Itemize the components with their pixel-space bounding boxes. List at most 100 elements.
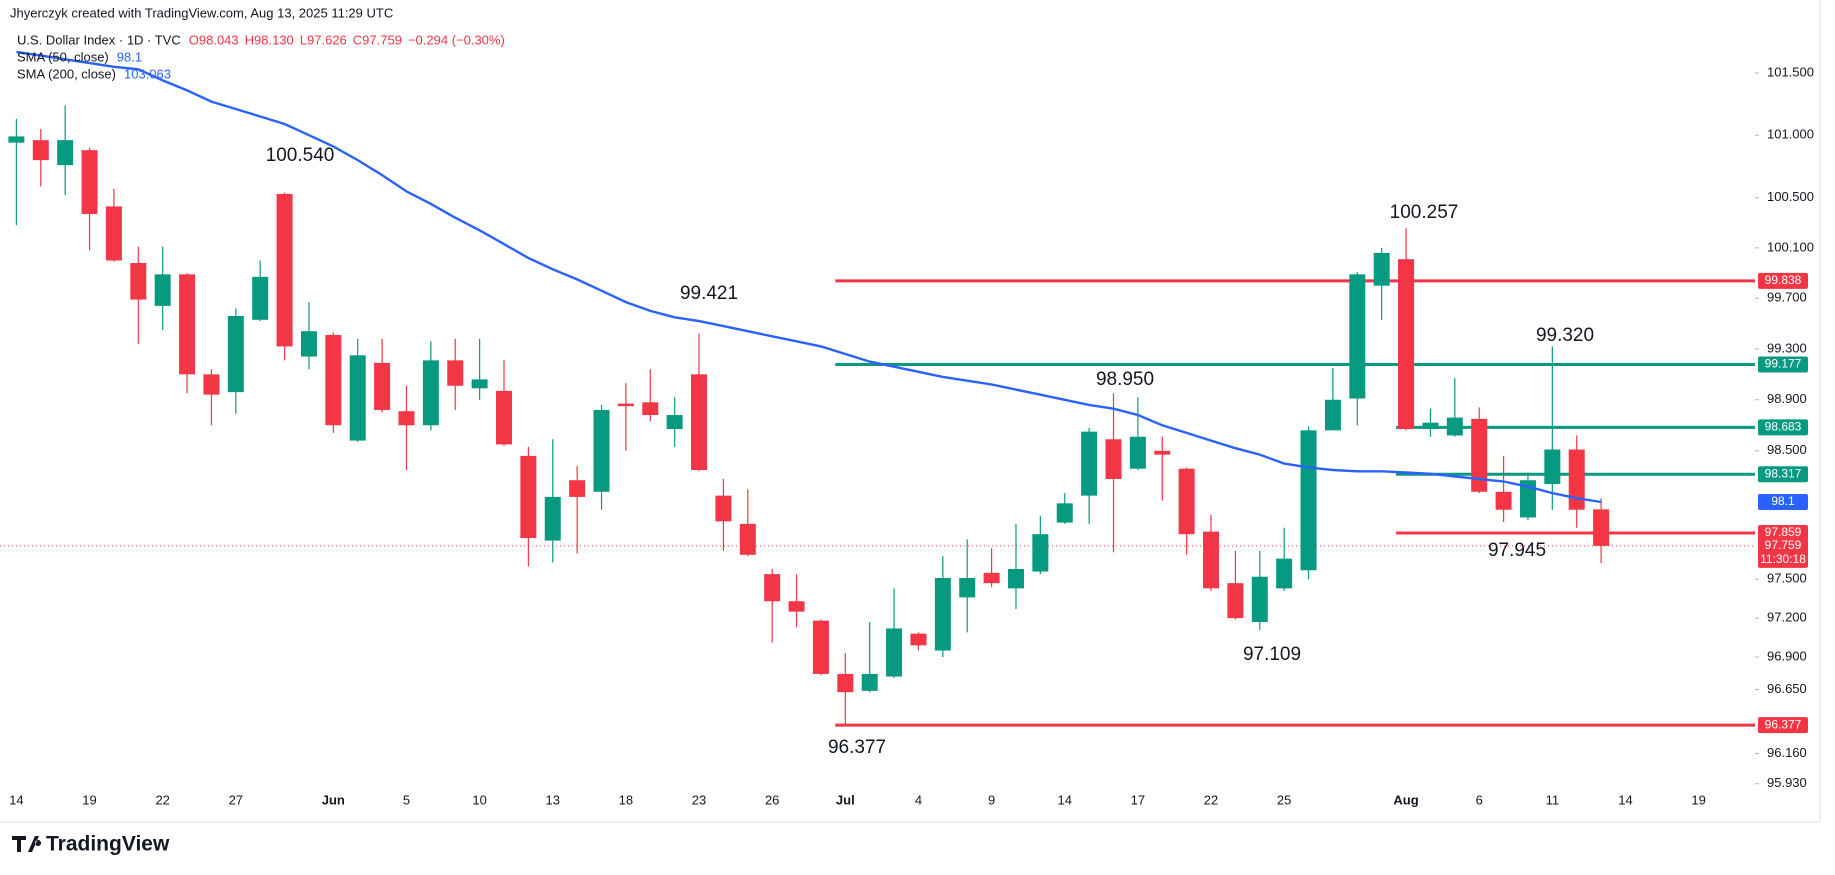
candle-body bbox=[934, 578, 951, 651]
candle-body bbox=[593, 409, 610, 492]
candle-body bbox=[1007, 568, 1024, 589]
annotation: 97.945 bbox=[1488, 540, 1546, 561]
candle-body bbox=[1276, 558, 1293, 589]
annotation: 96.377 bbox=[828, 737, 886, 758]
candle-body bbox=[1178, 468, 1195, 535]
candle-body bbox=[105, 206, 122, 261]
sma-line bbox=[16, 50, 1602, 504]
candle-body bbox=[788, 601, 805, 612]
x-tick-label: 5 bbox=[403, 792, 410, 807]
x-tick-label: Jun bbox=[322, 792, 345, 807]
logo-icon bbox=[12, 836, 42, 852]
candle-body bbox=[1081, 431, 1098, 496]
sma-box bbox=[1758, 494, 1808, 511]
level-box bbox=[1758, 272, 1808, 289]
x-tick-label: 4 bbox=[915, 792, 922, 807]
y-tick-label: 95.930 bbox=[1767, 775, 1807, 790]
candle-body bbox=[1203, 531, 1220, 589]
candle-body bbox=[569, 480, 586, 497]
annotation: 100.540 bbox=[266, 145, 335, 166]
candle-body bbox=[861, 673, 878, 691]
last-price-label: 97.759 bbox=[1765, 538, 1802, 552]
level-label: 99.838 bbox=[1765, 273, 1802, 287]
candle-body bbox=[1227, 583, 1244, 619]
candle-body bbox=[398, 411, 415, 426]
candle-body bbox=[1422, 422, 1439, 430]
candle-body bbox=[203, 374, 220, 395]
candle-body bbox=[447, 360, 464, 386]
x-tick-label: 22 bbox=[1204, 792, 1218, 807]
level-label: 98.683 bbox=[1765, 420, 1802, 434]
candle-body bbox=[1471, 418, 1488, 492]
ohlc-value: L97.626 bbox=[300, 32, 347, 47]
y-tick-label: 101.500 bbox=[1767, 64, 1814, 79]
candle-body bbox=[1032, 534, 1049, 572]
countdown-label: 11:30:18 bbox=[1760, 552, 1806, 566]
y-tick-label: 100.500 bbox=[1767, 189, 1814, 204]
level-label: 96.377 bbox=[1765, 717, 1802, 731]
y-tick-label: 99.300 bbox=[1767, 340, 1807, 355]
y-tick-label: 98.900 bbox=[1767, 391, 1807, 406]
x-tick-label: 19 bbox=[1691, 792, 1705, 807]
candle-body bbox=[57, 140, 74, 166]
y-tick-label: 97.200 bbox=[1767, 610, 1807, 625]
y-tick-label: 96.650 bbox=[1767, 681, 1807, 696]
indicator-value: 103.063 bbox=[124, 66, 171, 81]
candle-body bbox=[715, 495, 732, 522]
candle-body bbox=[1324, 399, 1341, 431]
header: Jhyerczyk created with TradingView.com, … bbox=[10, 5, 393, 20]
y-tick-label: 96.900 bbox=[1767, 648, 1807, 663]
chart-title: U.S. Dollar Index · 1D · TVC bbox=[17, 32, 181, 47]
candle-body bbox=[227, 316, 244, 393]
candle-body bbox=[1349, 274, 1366, 399]
annotation: 100.257 bbox=[1390, 202, 1459, 223]
ohlc-value: O98.043 bbox=[189, 32, 239, 47]
level-label: 97.859 bbox=[1765, 525, 1802, 539]
candle-body bbox=[739, 523, 756, 555]
x-tick-label: Aug bbox=[1393, 792, 1418, 807]
x-tick-label: 9 bbox=[988, 792, 995, 807]
x-tick-label: 6 bbox=[1476, 792, 1483, 807]
candle-body bbox=[1129, 436, 1146, 469]
candle-body bbox=[1251, 576, 1268, 622]
ohlc-value: H98.130 bbox=[245, 32, 294, 47]
candle-body bbox=[374, 362, 391, 410]
x-tick-label: 19 bbox=[82, 792, 96, 807]
level-label: 99.177 bbox=[1765, 357, 1802, 371]
candle-body bbox=[642, 402, 659, 416]
candle-body bbox=[422, 360, 439, 426]
candle-body bbox=[1300, 430, 1317, 571]
ohlc-value: C97.759 bbox=[353, 32, 402, 47]
candle-body bbox=[959, 578, 976, 598]
candle-body bbox=[471, 379, 488, 389]
y-tick-label: 99.700 bbox=[1767, 290, 1807, 305]
level-box bbox=[1758, 356, 1808, 373]
level-box bbox=[1758, 419, 1808, 436]
candle-body bbox=[1544, 449, 1561, 485]
candle-body bbox=[544, 496, 561, 541]
candle-body bbox=[8, 136, 25, 143]
indicator-value: 98.1 bbox=[117, 49, 142, 64]
annotation: 99.320 bbox=[1536, 325, 1594, 346]
candle-body bbox=[886, 628, 903, 677]
indicator-name: SMA (50, close) bbox=[17, 49, 109, 64]
annotation: 98.950 bbox=[1096, 369, 1154, 390]
candle-body bbox=[154, 274, 171, 306]
footer-logo: TradingView bbox=[12, 833, 170, 856]
candle-body bbox=[764, 574, 781, 602]
candle-body bbox=[325, 334, 342, 426]
x-tick-label: 23 bbox=[692, 792, 706, 807]
x-tick-label: 18 bbox=[619, 792, 633, 807]
candle-body bbox=[1446, 417, 1463, 436]
level-box bbox=[1758, 525, 1808, 542]
sma-label: 98.1 bbox=[1771, 494, 1795, 508]
candle-body bbox=[179, 274, 196, 375]
candle-body bbox=[1398, 259, 1415, 430]
candle-body bbox=[666, 415, 683, 430]
candle-body bbox=[910, 633, 927, 646]
y-tick-label: 98.500 bbox=[1767, 442, 1807, 457]
candle-body bbox=[983, 572, 1000, 584]
annotation: 97.109 bbox=[1243, 644, 1301, 665]
